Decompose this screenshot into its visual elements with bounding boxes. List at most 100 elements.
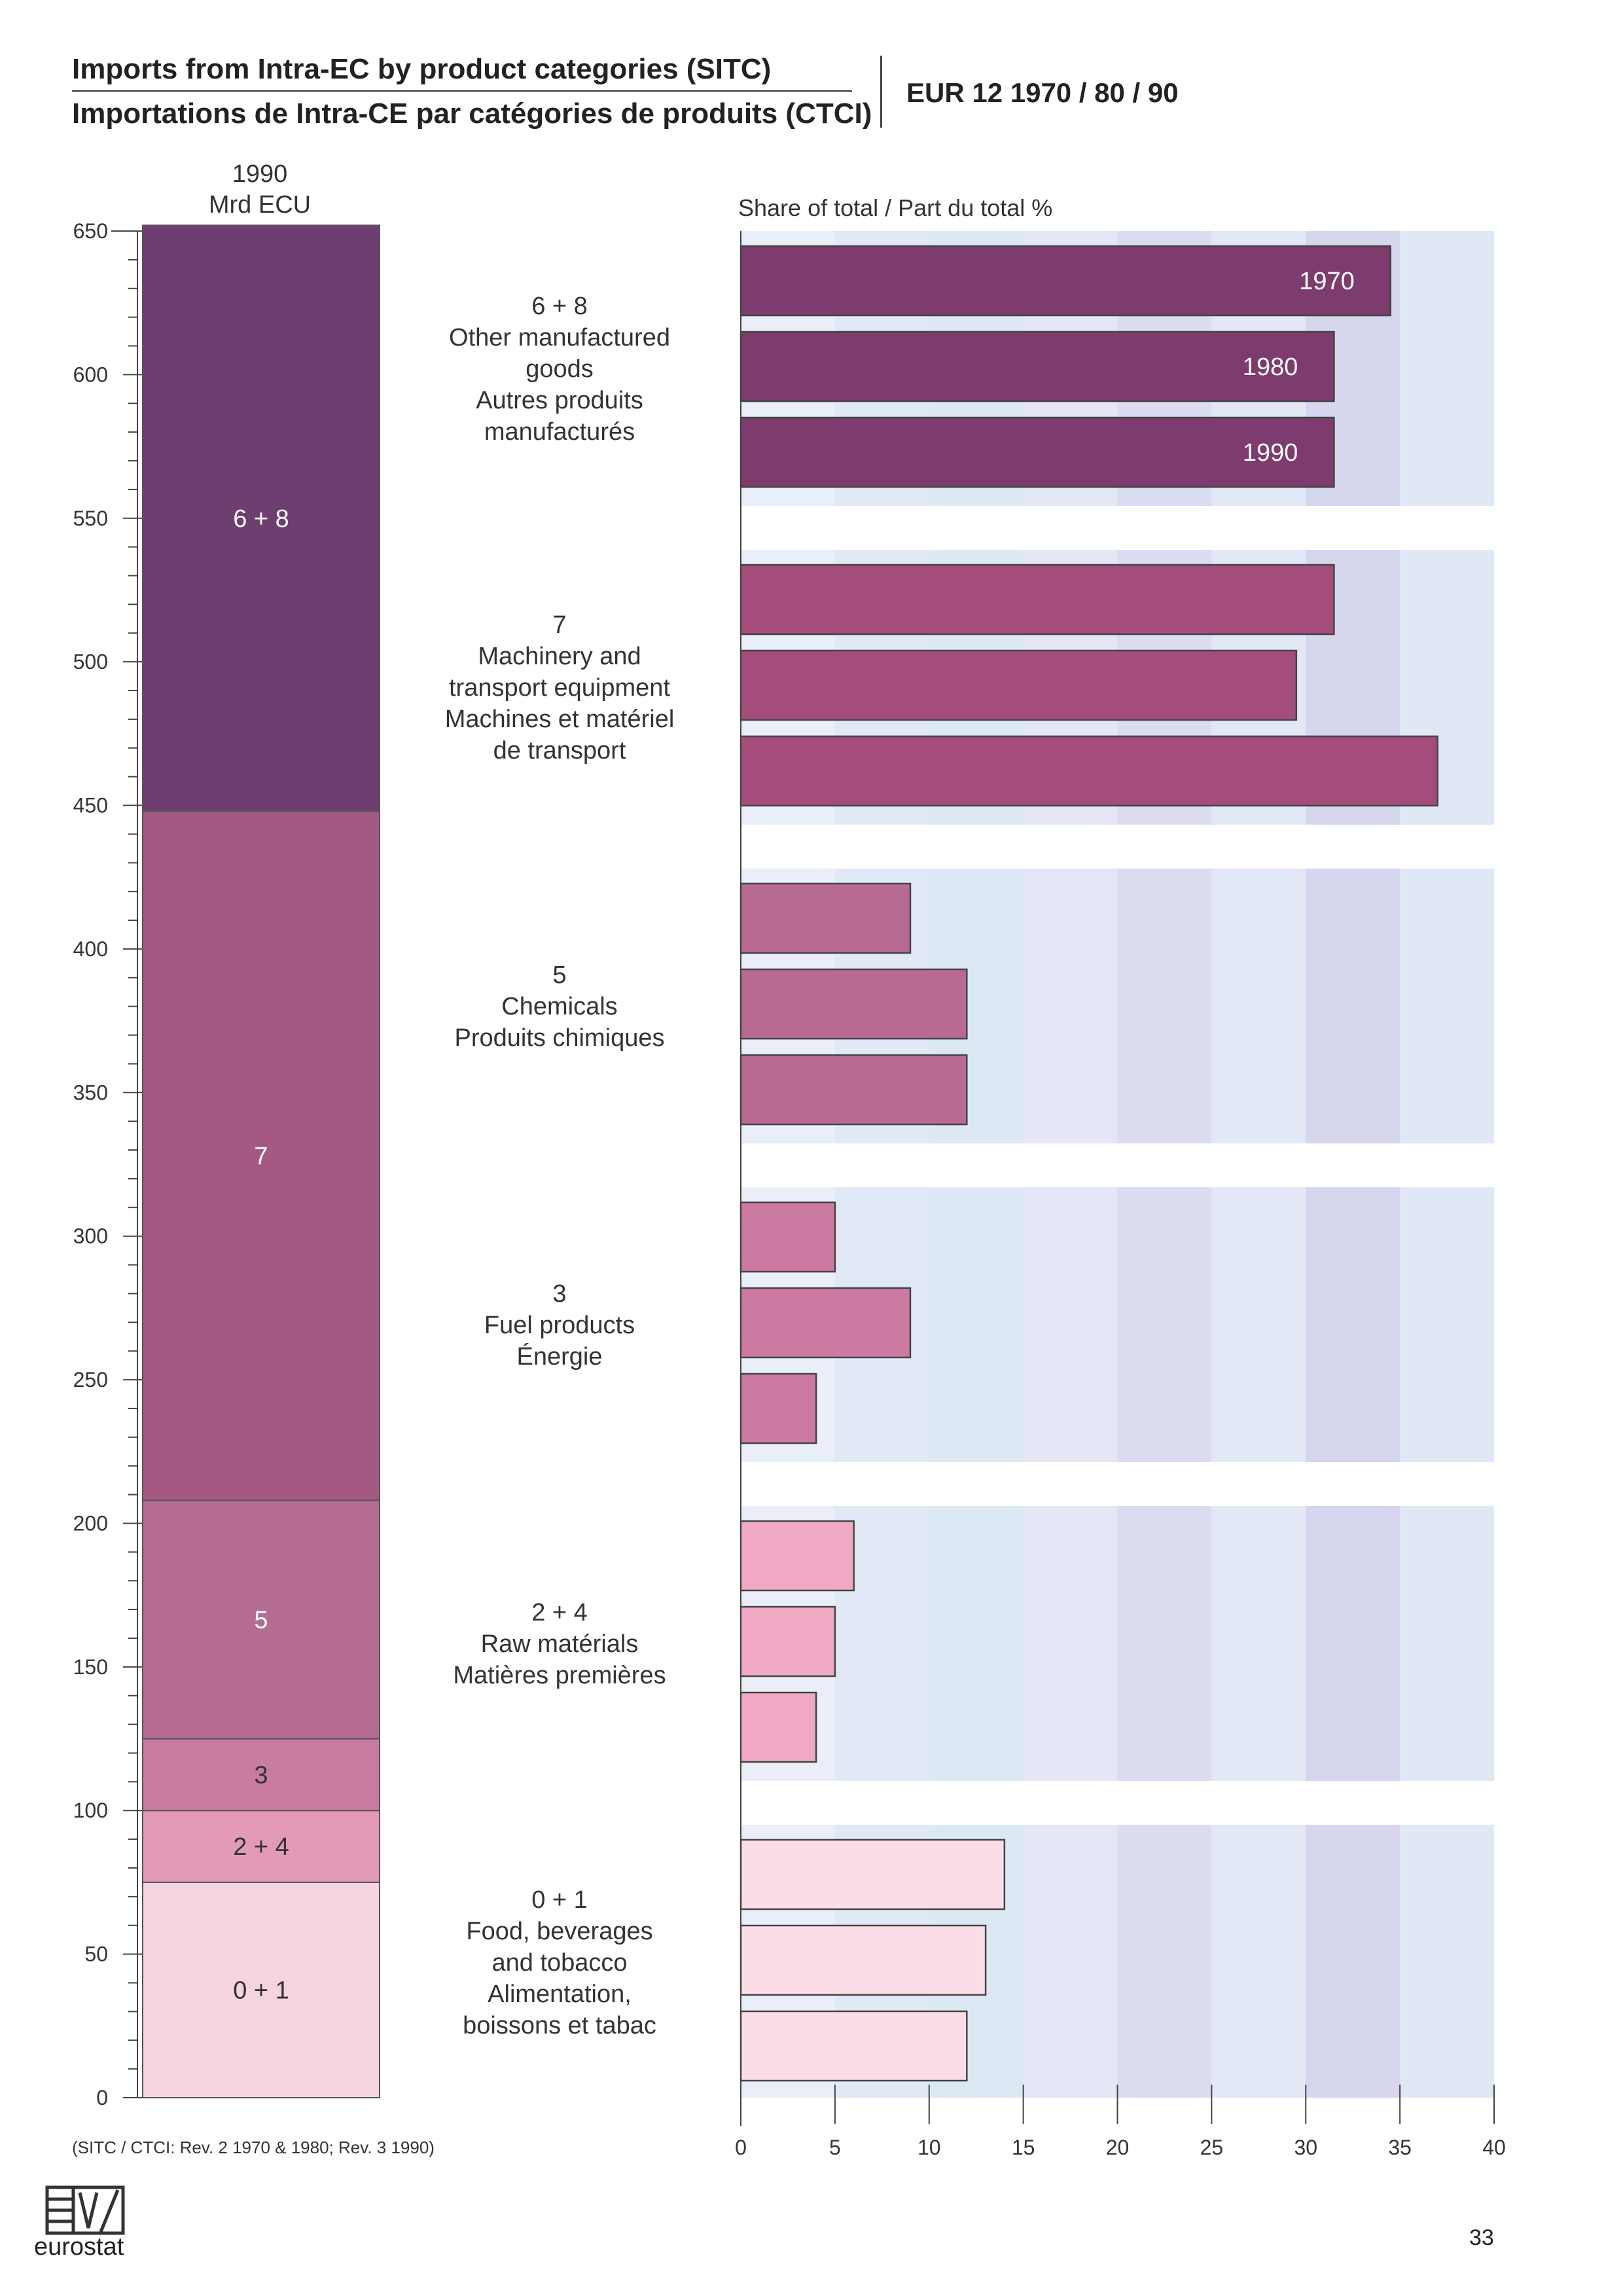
title-english: Imports from Intra-EC by product categor… [72,53,772,85]
group-label-line: Fuel products [484,1312,635,1339]
group-gap [741,1462,1495,1506]
share-tick-label: 15 [1012,2136,1035,2159]
stack-segment-label: 2 + 4 [233,1833,289,1861]
stack-tick-label: 450 [73,794,108,817]
stack-tick-label: 200 [73,1511,108,1535]
title-separator [72,90,852,92]
share-tick-label: 40 [1482,2136,1506,2159]
share-bar [740,331,1335,403]
stack-segment [142,1738,380,1812]
share-tick-label: 20 [1106,2136,1130,2159]
group-label-line: Machinery and [478,643,641,670]
stack-segment [142,1810,380,1883]
stack-chart-unit: Mrd ECU [209,191,311,219]
share-bar [740,1839,1006,1910]
group-gap [741,825,1495,869]
group-code: 5 [552,961,566,989]
year-label: 1990 [1243,439,1298,467]
stack-tick-label: 400 [73,937,108,961]
share-bar [740,564,1335,636]
logo-text: eurostat [34,2233,124,2261]
share-tick-label: 5 [829,2136,841,2159]
title-french: Importations de Intra-CE par catégories … [72,98,872,130]
stack-bars: 0 + 1 2 + 4 3 5 7 6 + 8 [142,224,380,2099]
group-label-line: de transport [493,737,626,764]
stack-tick-label: 350 [73,1081,108,1104]
share-chart-title: Share of total / Part du total % [738,194,1052,221]
page-number: 33 [1469,2225,1494,2250]
stack-tick-label: 600 [73,363,108,386]
group-label-line: Other manufactured [449,324,670,351]
share-bar [740,1372,817,1444]
stack-segment [142,224,380,812]
share-bar [740,1287,912,1359]
stack-segment [142,810,380,1501]
share-x-axis: 0 5 10 15 20 25 30 35 40 [735,231,1506,2159]
year-label: 1980 [1243,353,1298,381]
stack-segment-label: 6 + 8 [233,505,289,533]
stack-tick-label: 50 [84,1943,108,1966]
group-label-line: manufacturés [484,418,635,446]
group-label-line: and tobacco [491,1949,627,1977]
stack-tick-label: 100 [73,1799,108,1822]
stack-segment-label: 0 + 1 [233,1977,289,2004]
share-bar [740,1054,968,1126]
header-divider [880,56,882,128]
group-code: 0 + 1 [531,1886,588,1914]
group-label-line: Machines et matériel [445,706,675,733]
year-label: 1970 [1299,268,1355,295]
group-label-line: transport equipment [449,674,670,702]
revision-note: (SITC / CTCI: Rev. 2 1970 & 1980; Rev. 3… [72,2138,435,2157]
stack-tick-label: 250 [73,1368,108,1391]
group-code: 6 + 8 [531,293,588,320]
stack-segment [142,1499,380,1740]
group-code: 7 [552,611,566,639]
share-bar [740,882,912,954]
group-label-line: Raw matérials [481,1630,639,1658]
stack-segment-label: 5 [254,1606,268,1634]
group-label-line: Produits chimiques [454,1024,664,1052]
share-bar [740,416,1335,488]
share-bar [740,1605,836,1677]
group-gap [741,1781,1495,1825]
share-tick-label: 30 [1294,2136,1317,2159]
group-label-line: Food, beverages [466,1918,652,1945]
share-bar [740,735,1438,807]
share-background [741,231,1495,2098]
stack-tick-label: 150 [73,1655,108,1679]
share-bar [740,1201,836,1273]
stack-tick-label: 650 [73,219,108,243]
stack-tick-label: 0 [96,2086,108,2109]
stack-tick-label: 500 [73,650,108,673]
share-tick-label: 0 [735,2136,747,2159]
share-bar [740,968,968,1040]
stack-tick-label: 300 [73,1225,108,1248]
share-bars: 1970 1980 1990 [740,245,1438,2082]
title-block: Imports from Intra-EC by product categor… [72,51,872,132]
share-bar [740,1924,987,1996]
share-bar [740,245,1391,317]
eurostat-logo-icon [45,2185,125,2235]
group-gap [741,506,1495,550]
share-bar [740,649,1298,721]
share-tick-label: 25 [1200,2136,1224,2159]
group-code: 3 [552,1280,566,1308]
group-label-line: goods [526,355,594,383]
chart-area: 1990 Mrd ECU Share of total / Part du to… [72,160,1506,2159]
group-label-line: Autres produits [476,387,643,414]
share-tick-label: 10 [918,2136,941,2159]
group-label-line: Matières premières [453,1662,666,1689]
stack-segment-label: 3 [254,1761,268,1789]
group-labels: 6 + 8 Other manufactured goods Autres produ… [445,293,675,2039]
stack-chart-title: 1990 [232,160,288,188]
edition-label: EUR 12 1970 / 80 / 90 [906,77,1179,108]
share-bar [740,1691,817,1763]
stack-tick-label: 550 [73,507,108,530]
group-label-line: Énergie [517,1342,603,1371]
stack-segment [142,1881,380,2099]
group-gap [741,1143,1495,1187]
share-bar [740,2010,968,2082]
share-tick-label: 35 [1388,2136,1412,2159]
group-label-line: boissons et tabac [463,2012,656,2039]
stack-segment-label: 7 [254,1143,268,1170]
